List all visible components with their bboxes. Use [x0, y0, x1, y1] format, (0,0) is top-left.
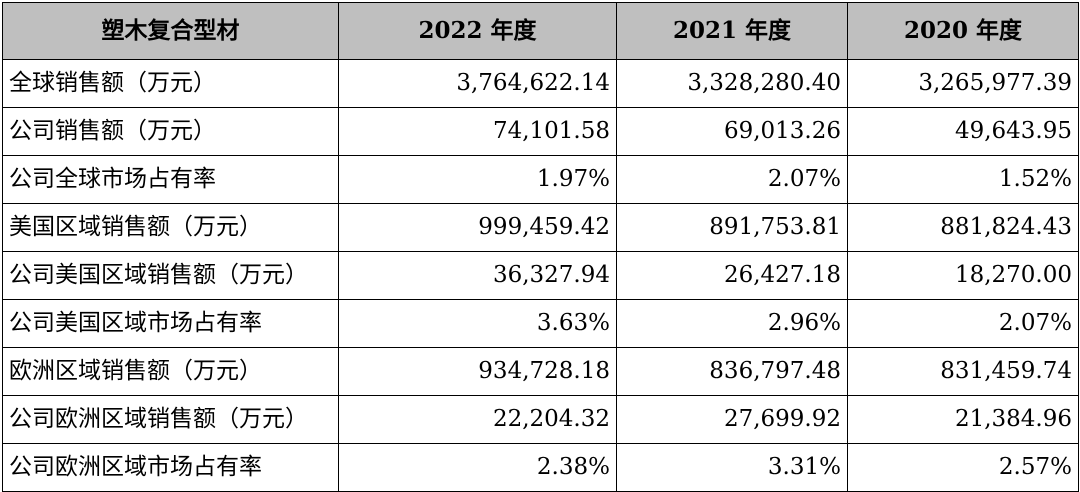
cell-2022: 36,327.94 [338, 251, 617, 300]
cell-2021: 2.96% [616, 299, 848, 348]
row-label: 公司全球市场占有率 [2, 155, 339, 204]
row-label: 全球销售额（万元） [2, 59, 339, 108]
header-category: 塑木复合型材 [2, 2, 339, 60]
table-row: 公司美国区域销售额（万元） 36,327.94 26,427.18 18,270… [2, 251, 1079, 300]
cell-2020: 3,265,977.39 [847, 59, 1079, 108]
cell-2021: 836,797.48 [616, 347, 848, 396]
table-row: 公司全球市场占有率 1.97% 2.07% 1.52% [2, 155, 1079, 204]
cell-2021: 3.31% [616, 443, 848, 492]
cell-2020: 2.07% [847, 299, 1079, 348]
cell-2022: 3,764,622.14 [338, 59, 617, 108]
cell-2021: 2.07% [616, 155, 848, 204]
cell-2022: 3.63% [338, 299, 617, 348]
cell-2021: 69,013.26 [616, 107, 848, 156]
row-label: 欧洲区域销售额（万元） [2, 347, 339, 396]
table-row: 美国区域销售额（万元） 999,459.42 891,753.81 881,82… [2, 203, 1079, 252]
table-header-row: 塑木复合型材 2022 年度 2021 年度 2020 年度 [2, 2, 1079, 60]
cell-2022: 999,459.42 [338, 203, 617, 252]
cell-2020: 1.52% [847, 155, 1079, 204]
table-row: 全球销售额（万元） 3,764,622.14 3,328,280.40 3,26… [2, 59, 1079, 108]
cell-2020: 18,270.00 [847, 251, 1079, 300]
table-row: 公司美国区域市场占有率 3.63% 2.96% 2.07% [2, 299, 1079, 348]
table-row: 公司欧洲区域销售额（万元） 22,204.32 27,699.92 21,384… [2, 395, 1079, 444]
cell-2020: 831,459.74 [847, 347, 1079, 396]
cell-2020: 21,384.96 [847, 395, 1079, 444]
table-row: 公司欧洲区域市场占有率 2.38% 3.31% 2.57% [2, 443, 1079, 492]
cell-2022: 1.97% [338, 155, 617, 204]
row-label: 公司欧洲区域销售额（万元） [2, 395, 339, 444]
row-label: 公司欧洲区域市场占有率 [2, 443, 339, 492]
row-label: 公司销售额（万元） [2, 107, 339, 156]
cell-2021: 891,753.81 [616, 203, 848, 252]
cell-2022: 2.38% [338, 443, 617, 492]
cell-2021: 26,427.18 [616, 251, 848, 300]
cell-2020: 881,824.43 [847, 203, 1079, 252]
cell-2020: 49,643.95 [847, 107, 1079, 156]
row-label: 公司美国区域市场占有率 [2, 299, 339, 348]
row-label: 美国区域销售额（万元） [2, 203, 339, 252]
cell-2022: 74,101.58 [338, 107, 617, 156]
cell-2021: 27,699.92 [616, 395, 848, 444]
header-year-2021: 2021 年度 [616, 2, 848, 60]
header-year-2022: 2022 年度 [338, 2, 617, 60]
row-label: 公司美国区域销售额（万元） [2, 251, 339, 300]
table-row: 公司销售额（万元） 74,101.58 69,013.26 49,643.95 [2, 107, 1079, 156]
cell-2022: 22,204.32 [338, 395, 617, 444]
cell-2021: 3,328,280.40 [616, 59, 848, 108]
cell-2022: 934,728.18 [338, 347, 617, 396]
header-year-2020: 2020 年度 [847, 2, 1079, 60]
table-row: 欧洲区域销售额（万元） 934,728.18 836,797.48 831,45… [2, 347, 1079, 396]
cell-2020: 2.57% [847, 443, 1079, 492]
